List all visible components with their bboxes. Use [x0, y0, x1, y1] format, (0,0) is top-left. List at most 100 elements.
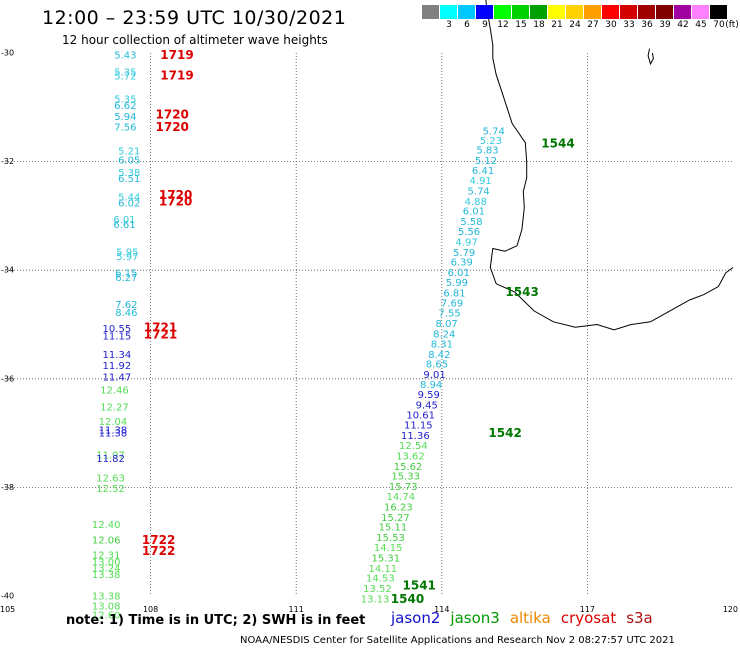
swh-label: 12.27: [100, 403, 129, 414]
swh-label: 8.31: [431, 340, 453, 351]
lat-tick-label: -34: [1, 266, 14, 275]
swh-label: 11.15: [103, 331, 132, 342]
pass-time-label: 1541: [403, 579, 436, 593]
swh-label: 15.27: [381, 513, 410, 524]
color-scale-legend: 3 6 9 12 15 18 21 24 27 30 33 36 39 42 45 70 (ft): [422, 5, 739, 33]
swh-label: 12.40: [92, 520, 121, 531]
lon-tick-label: 117: [580, 605, 595, 614]
swh-label: 6.81: [443, 289, 465, 300]
mission-label-jason2: jason2: [391, 609, 441, 627]
swh-label: 5.35: [114, 68, 136, 79]
legend-swatch: [530, 5, 548, 19]
swh-label: 13.62: [396, 451, 425, 462]
swh-label: 12.04: [99, 417, 128, 428]
swh-label: 13.13: [361, 594, 390, 605]
legend-value-label: 24: [569, 20, 581, 30]
swh-label: 11.47: [103, 373, 132, 384]
swh-label: 10.55: [103, 324, 132, 335]
swh-label: 6.41: [472, 166, 494, 177]
map-subtitle: 12 hour collection of altimeter wave hei…: [62, 33, 328, 47]
swh-label: 4.88: [465, 197, 487, 208]
swh-label: 12.46: [100, 386, 129, 397]
swh-label: 13.38: [92, 592, 121, 603]
swh-label: 7.55: [438, 309, 460, 320]
legend-value-label: 33: [623, 20, 635, 30]
swh-label: 5.56: [458, 227, 480, 238]
swh-label: 5.99: [446, 278, 468, 289]
swh-label: 8.07: [436, 319, 458, 330]
mission-label-s3a: s3a: [626, 609, 653, 627]
swh-label: 4.97: [455, 238, 477, 249]
lat-tick-label: -40: [1, 592, 14, 601]
coastline: [485, 0, 734, 331]
swh-label: 11.15: [404, 421, 433, 432]
lat-tick-label: -36: [1, 374, 14, 383]
swh-label: 9.45: [416, 400, 438, 411]
australia-coastline: [485, 0, 734, 331]
swh-label: 12.63: [96, 474, 125, 485]
swh-label: 8.42: [428, 350, 450, 361]
swh-label: 6.39: [451, 258, 473, 269]
swh-label: 5.21: [118, 146, 140, 157]
legend-labels: 3 6 9 12 15 18 21 24 27 30 33 36 39 42 45 70 (ft): [422, 19, 739, 33]
mission-label-jason3: jason3: [450, 609, 500, 627]
swh-label: 11.34: [103, 350, 132, 361]
swh-label: 5.83: [476, 146, 498, 157]
swh-label: 15.53: [376, 533, 405, 544]
legend-swatch: [422, 5, 440, 19]
map-title: 12:00 – 23:59 UTC 10/30/2021: [42, 7, 347, 29]
legend-swatch: [638, 5, 656, 19]
mission-label-altika: altika: [509, 609, 551, 627]
swh-label: 6.62: [114, 101, 136, 112]
legend-swatches: [422, 5, 728, 19]
lon-tick-label: 114: [434, 605, 449, 614]
swh-label: 10.61: [406, 411, 435, 422]
legend-value-label: 30: [605, 20, 617, 30]
swh-label: 14.53: [366, 574, 395, 585]
legend-swatch: [674, 5, 692, 19]
swh-label: 13.24: [92, 563, 121, 574]
legend-value-label: 39: [659, 20, 671, 30]
pass-time-label: 1543: [505, 285, 538, 299]
legend-swatch: [566, 5, 584, 19]
legend-value-label: 3: [446, 20, 452, 30]
legend-value-label: 15: [515, 20, 527, 30]
pass-time-labels: 1719171917201720172017201721172117221722…: [142, 48, 575, 606]
swh-label: 5.35: [114, 95, 136, 106]
swh-label: 9.59: [418, 390, 440, 401]
legend-value-label: 70: [713, 20, 725, 30]
pass-time-label: 1719: [160, 68, 193, 82]
swh-label: 6.01: [113, 215, 135, 226]
pass-time-label: 1720: [156, 120, 189, 134]
legend-swatch: [710, 5, 728, 19]
swh-label: 7.69: [441, 298, 463, 309]
swh-label: 5.12: [475, 156, 497, 167]
swh-label: 5.72: [114, 71, 136, 82]
lon-tick-label: 111: [289, 605, 304, 614]
swh-label: 13.52: [363, 584, 392, 595]
pass-time-label: 1722: [142, 533, 175, 547]
swh-label: 11.36: [401, 431, 430, 442]
mission-label-cryosat: cryosat: [560, 609, 617, 627]
swh-label: 14.11: [368, 564, 397, 575]
pass-time-label: 1544: [541, 137, 574, 151]
swh-label: 6.27: [115, 273, 137, 284]
swh-label: 13.38: [92, 570, 121, 581]
lat-tick-label: -38: [1, 483, 14, 492]
legend-swatch: [620, 5, 638, 19]
swh-label: 14.15: [374, 543, 403, 554]
legend-value-label: 9: [482, 20, 488, 30]
swh-observations: 5.435.355.725.356.625.947.565.216.055.38…: [92, 51, 505, 622]
swh-label: 4.91: [470, 176, 492, 187]
swh-label: 11.92: [103, 361, 132, 372]
swh-label: 12.60: [92, 611, 121, 622]
pass-time-label: 1719: [160, 48, 193, 62]
swh-label: 6.05: [118, 156, 140, 167]
legend-value-label: 42: [677, 20, 689, 30]
swh-label: 14.74: [386, 492, 415, 503]
swh-label: 12.54: [399, 441, 428, 452]
pass-time-label: 1720: [159, 188, 192, 202]
legend-swatch: [692, 5, 710, 19]
swh-label: 5.74: [483, 127, 505, 138]
